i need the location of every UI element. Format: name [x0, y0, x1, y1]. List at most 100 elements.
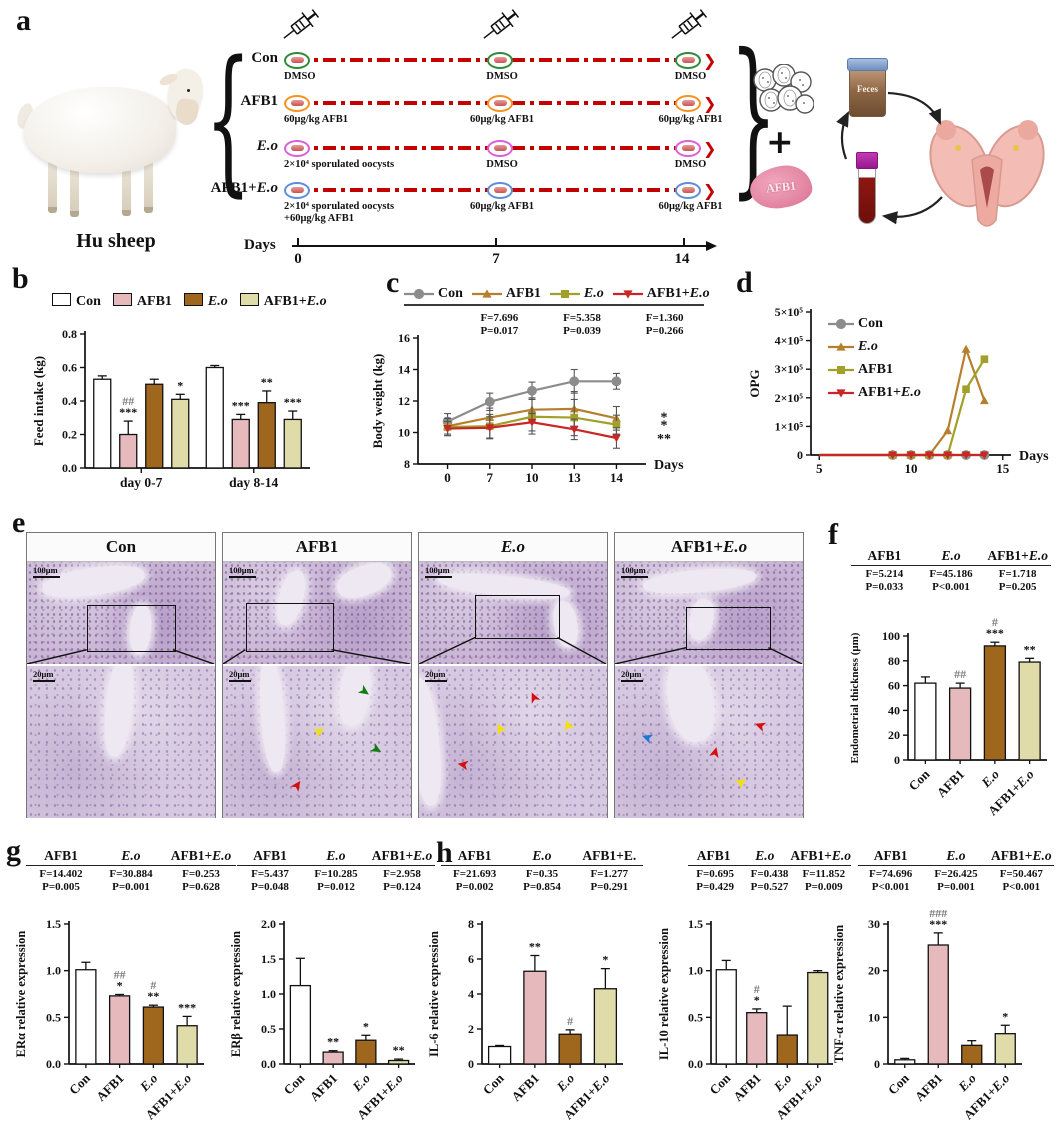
- dose-label: 60μg/kg AFB1: [284, 114, 349, 125]
- svg-text:#: #: [567, 1014, 573, 1028]
- svg-text:#: #: [992, 616, 998, 629]
- dose-label: DMSO: [486, 71, 518, 82]
- svg-text:0.5: 0.5: [46, 1010, 61, 1024]
- histology-column-Con: Con 100μm 20μm: [26, 532, 216, 818]
- legend-body-weight: Con AFB1 E.o AFB1+E.o: [404, 286, 710, 306]
- svg-text:0.0: 0.0: [261, 1057, 276, 1071]
- oocyst-capsule-icon: [675, 94, 701, 112]
- svg-text:0.5: 0.5: [688, 1010, 703, 1024]
- annotation-arrow-icon: ➤: [638, 727, 657, 749]
- svg-text:###: ###: [929, 910, 947, 920]
- bar-AFB1: [927, 944, 949, 1065]
- svg-text:##: ##: [122, 394, 134, 408]
- svg-text:20: 20: [888, 728, 900, 742]
- il10-expression-bar-chart: 0.0 0.5 1.0 1.5 IL-10 relative expression Con…: [655, 910, 841, 1130]
- svg-text:20: 20: [868, 964, 880, 978]
- bar-AFB1+E.o: [593, 988, 618, 1065]
- svg-text:Days: Days: [654, 458, 684, 473]
- uterus-icon: [929, 120, 1045, 227]
- oocyst-capsule-icon: [675, 139, 701, 157]
- chart-svg-f: 0 20 40 60 80 100 Endometrial thickness (μm) Co…: [849, 615, 1047, 818]
- legend-item: Con: [404, 286, 463, 302]
- day-tick: [683, 238, 685, 247]
- oocyst-capsule-icon: [487, 139, 513, 157]
- bar-AFB1+E.o: [176, 1025, 198, 1065]
- histology-column-AFB1: AFB1 100μm 20μm ➤ ➤ ➤ ➤: [222, 532, 412, 818]
- svg-text:Con: Con: [885, 1070, 912, 1097]
- group-label-AFB1: AFB1: [240, 93, 279, 109]
- svg-text:E.o: E.o: [978, 766, 1003, 791]
- dose-label: DMSO: [284, 71, 316, 82]
- oocyst-capsule-icon: [487, 51, 513, 69]
- scale-bar-label: 100μm: [425, 565, 452, 578]
- bar-AFB1+E.o: [994, 1033, 1016, 1065]
- svg-text:14: 14: [610, 470, 624, 485]
- oocyst-capsule-icon: [675, 181, 701, 199]
- scale-bar-label: 100μm: [621, 565, 648, 578]
- svg-text:2.0: 2.0: [261, 917, 276, 931]
- svg-text:8: 8: [468, 917, 474, 931]
- anova-table-body-weight: F=7.696 P=0.017 F=5.358 P=0.039 F=1.360 P=0.2…: [480, 312, 684, 337]
- anova-table-tnfa: AFB1 E.o AFB1+E.o F=74.696 P<0.001 F=26.425 P=…: [858, 848, 1054, 894]
- svg-text:E.o: E.o: [770, 1070, 795, 1095]
- bar-AFB1+E.o: [807, 971, 829, 1065]
- svg-text:IL-6 relative expression: IL-6 relative expression: [427, 931, 441, 1057]
- svg-text:E.o: E.o: [553, 1070, 578, 1095]
- svg-text:13: 13: [568, 470, 582, 485]
- panel-label-c: c: [386, 266, 400, 299]
- legend-feed-intake: Con AFB1 E.o AFB1+E.o: [52, 292, 327, 310]
- svg-text:day 8-14: day 8-14: [229, 475, 278, 490]
- svg-text:*: *: [117, 978, 123, 992]
- group-label-E.o: E.o: [256, 138, 278, 154]
- histology-panel: Con 100μm 20μm AFB1 100μm 20μm ➤ ➤ ➤ ➤ E.o 100μm 20μ…: [26, 532, 804, 822]
- legend-item: AFB1: [828, 362, 893, 378]
- svg-text:**: **: [327, 1035, 339, 1049]
- group-label-AFB1+E.o: AFB1+E.o: [210, 180, 278, 196]
- panel-label-e: e: [12, 506, 26, 539]
- svg-text:**: **: [657, 432, 671, 447]
- annotation-arrow-icon: ➤: [557, 716, 579, 735]
- svg-text:AFB1: AFB1: [912, 1071, 946, 1105]
- svg-text:*: *: [661, 418, 668, 433]
- svg-text:1.0: 1.0: [261, 987, 276, 1001]
- svg-text:*: *: [1002, 1009, 1008, 1023]
- arrow-end-icon: ❯: [703, 94, 717, 113]
- cycle-arrows-icon: [836, 91, 943, 225]
- svg-text:5: 5: [816, 461, 823, 476]
- svg-text:#: #: [150, 978, 156, 992]
- svg-text:100: 100: [882, 629, 900, 643]
- scale-bar-label: 20μm: [621, 669, 644, 682]
- svg-text:TNF-α relative expression: TNF-α relative expression: [832, 925, 846, 1063]
- bar-E.o: [776, 1034, 798, 1065]
- svg-text:AFB1: AFB1: [93, 1071, 127, 1105]
- bar-E.o: [961, 1044, 983, 1065]
- bar-Con: [205, 366, 224, 469]
- svg-text:E.o: E.o: [349, 1070, 374, 1095]
- sheep-eye: [187, 89, 190, 92]
- svg-text:##: ##: [954, 667, 966, 681]
- opg-line-chart: 0 1×10⁵ 2×10⁵ 3×10⁵ 4×10⁵ 5×10⁵ OPG 5 10 15 Days: [745, 298, 1063, 483]
- svg-text:5×10⁵: 5×10⁵: [775, 305, 804, 319]
- svg-text:0.0: 0.0: [62, 461, 77, 475]
- left-brace: {: [205, 28, 252, 213]
- annotation-arrow-icon: ➤: [309, 719, 330, 742]
- histology-column-E.o: E.o 100μm 20μm ➤ ➤ ➤ ➤: [418, 532, 608, 818]
- chart-svg-h1: 0 2 4 6 8 IL-6 relative expression Con ** AFB1 # E…: [427, 917, 623, 1122]
- treatment-timeline: Con ❯ DMSO DMSO DMSO AFB1 ❯ 60μg/kg AFB1 60μg/kg…: [0, 0, 1064, 267]
- svg-text:0.0: 0.0: [688, 1057, 703, 1071]
- svg-text:3×10⁵: 3×10⁵: [775, 362, 804, 376]
- sheep-leg: [48, 161, 57, 213]
- oocyst-capsule-icon: [284, 181, 310, 199]
- svg-text:7: 7: [487, 470, 494, 485]
- histology-image-bottom: 20μm ➤ ➤ ➤ ➤: [419, 664, 607, 818]
- day-tick: [495, 238, 497, 247]
- svg-text:*: *: [661, 411, 668, 426]
- dose-label: 2×10⁴ sporulated oocysts: [284, 159, 395, 170]
- legend-item: AFB1+E.o: [239, 292, 327, 310]
- oocyst-capsule-icon: [284, 51, 310, 69]
- era-expression-bar-chart: 0.0 0.5 1.0 1.5 ERα relative expression Con ##…: [12, 910, 212, 1130]
- bar-Con: [289, 984, 312, 1065]
- panel-label-f: f: [828, 518, 838, 551]
- annotation-arrow-icon: ➤: [523, 688, 545, 708]
- svg-text:Days: Days: [1019, 449, 1049, 464]
